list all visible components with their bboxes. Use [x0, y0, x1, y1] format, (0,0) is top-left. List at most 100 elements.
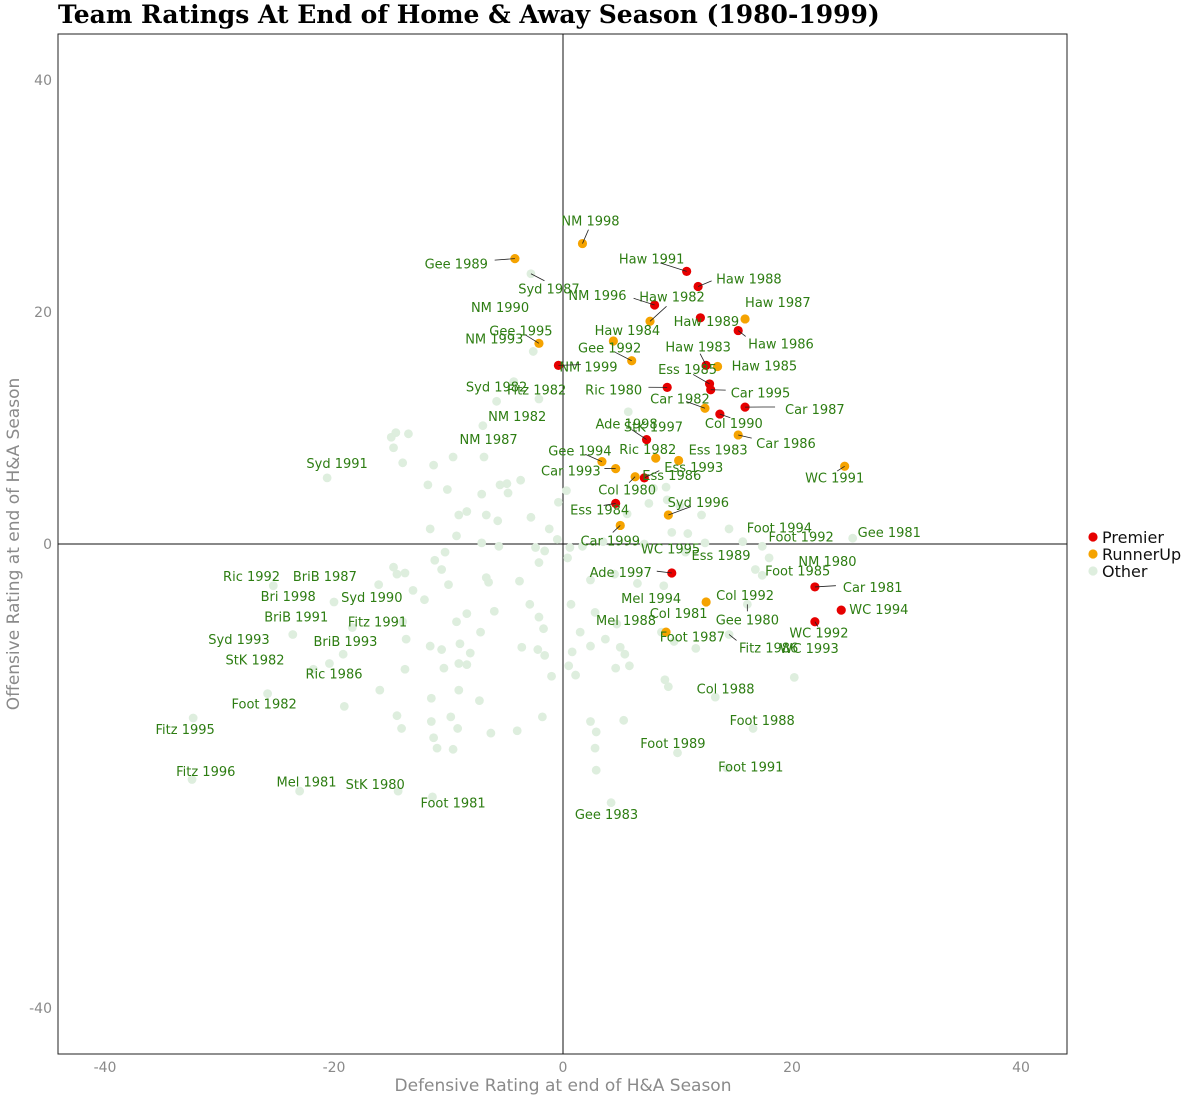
legend-label: Premier [1102, 528, 1164, 547]
point-other [494, 541, 504, 551]
point-other [748, 724, 758, 733]
point-label: Gee 1992 [578, 342, 641, 357]
point-other [742, 599, 752, 609]
point-other [389, 562, 398, 572]
label-leader [728, 634, 737, 641]
point-other [566, 599, 576, 609]
point-label: Foot 1992 [769, 531, 834, 546]
point-label: Fitz 1996 [176, 765, 235, 780]
point-other [673, 748, 682, 758]
label-leader [644, 470, 660, 479]
label-leader [738, 434, 752, 439]
y-tick-label: -40 [29, 1001, 52, 1017]
point-other [492, 396, 501, 406]
point-label: Foot 1982 [232, 698, 297, 713]
point-label: NM 1996 [568, 289, 626, 304]
point-other [429, 733, 439, 743]
label-leader [699, 353, 707, 366]
point-label: Gee 1980 [716, 613, 779, 628]
point-label: Haw 1984 [595, 324, 661, 339]
point-other [534, 612, 544, 622]
point-other [675, 501, 685, 511]
point-other [578, 541, 587, 551]
point-other [455, 639, 465, 649]
label-leader [633, 297, 655, 306]
point-other [489, 606, 499, 616]
point-other [462, 507, 472, 516]
point-other [401, 634, 411, 644]
point-other [789, 673, 799, 682]
point-other [586, 717, 595, 726]
point-runnerup [840, 461, 850, 471]
point-other [268, 581, 278, 591]
point-label: Foot 1988 [730, 714, 795, 729]
point-label: Mel 1994 [621, 592, 681, 607]
point-label: Ric 1980 [585, 383, 642, 398]
point-runnerup [661, 627, 671, 637]
point-other [534, 558, 544, 567]
point-other [187, 775, 197, 784]
point-other [539, 624, 548, 634]
point-label: BriB 1993 [313, 635, 377, 650]
point-other [659, 581, 669, 591]
point-other [552, 534, 562, 544]
point-other [644, 499, 654, 508]
point-runnerup [597, 457, 607, 467]
point-other [475, 696, 484, 705]
point-other [625, 661, 634, 671]
point-other [398, 617, 408, 627]
label-leader [660, 262, 687, 272]
point-other [612, 619, 622, 629]
point-other [633, 579, 642, 588]
point-other [503, 488, 513, 498]
x-tick-label: -40 [94, 1060, 117, 1076]
point-premier [611, 498, 621, 508]
point-other [691, 644, 701, 653]
point-runnerup [674, 455, 684, 466]
point-label: StK 1980 [346, 778, 405, 793]
point-other [426, 717, 436, 726]
point-label: Car 1987 [785, 403, 845, 418]
point-premier [810, 582, 820, 592]
point-other [515, 576, 524, 586]
point-other [606, 798, 616, 808]
point-label: StK 1982 [225, 654, 284, 669]
point-premier [695, 313, 706, 323]
point-label: Fitz 1986 [739, 641, 798, 656]
point-other [848, 533, 858, 543]
label-leader [686, 401, 706, 409]
point-other [700, 538, 710, 548]
point-other [454, 510, 464, 520]
point-other [479, 452, 489, 462]
label-leader [692, 374, 710, 385]
point-other [512, 726, 522, 736]
point-label: Syd 1996 [668, 496, 729, 511]
point-other [563, 553, 572, 563]
point-other [446, 712, 456, 722]
point-label: Car 1999 [580, 534, 640, 549]
point-other [477, 538, 487, 548]
label-leader [603, 503, 616, 506]
y-axis-title: Offensive Rating at end of H&A Season [4, 378, 24, 711]
point-other [393, 786, 403, 796]
point-other [586, 641, 595, 651]
point-label: Foot 1994 [747, 521, 812, 536]
point-runnerup [701, 597, 711, 607]
label-leader [668, 506, 691, 516]
point-label: Car 1982 [650, 392, 710, 407]
point-other [188, 713, 198, 723]
label-leader [615, 351, 632, 362]
point-other [710, 692, 720, 702]
point-other [432, 743, 442, 753]
label-leader [656, 570, 672, 574]
point-other [649, 483, 658, 493]
point-label: Ess 1983 [689, 443, 748, 458]
point-other [750, 565, 760, 574]
point-label: Ric 1986 [305, 668, 362, 683]
point-other [478, 421, 488, 431]
point-other [325, 659, 334, 668]
point-other [528, 347, 538, 356]
point-runnerup [740, 314, 750, 324]
point-other [738, 537, 748, 547]
point-label: Foot 1991 [718, 760, 783, 775]
